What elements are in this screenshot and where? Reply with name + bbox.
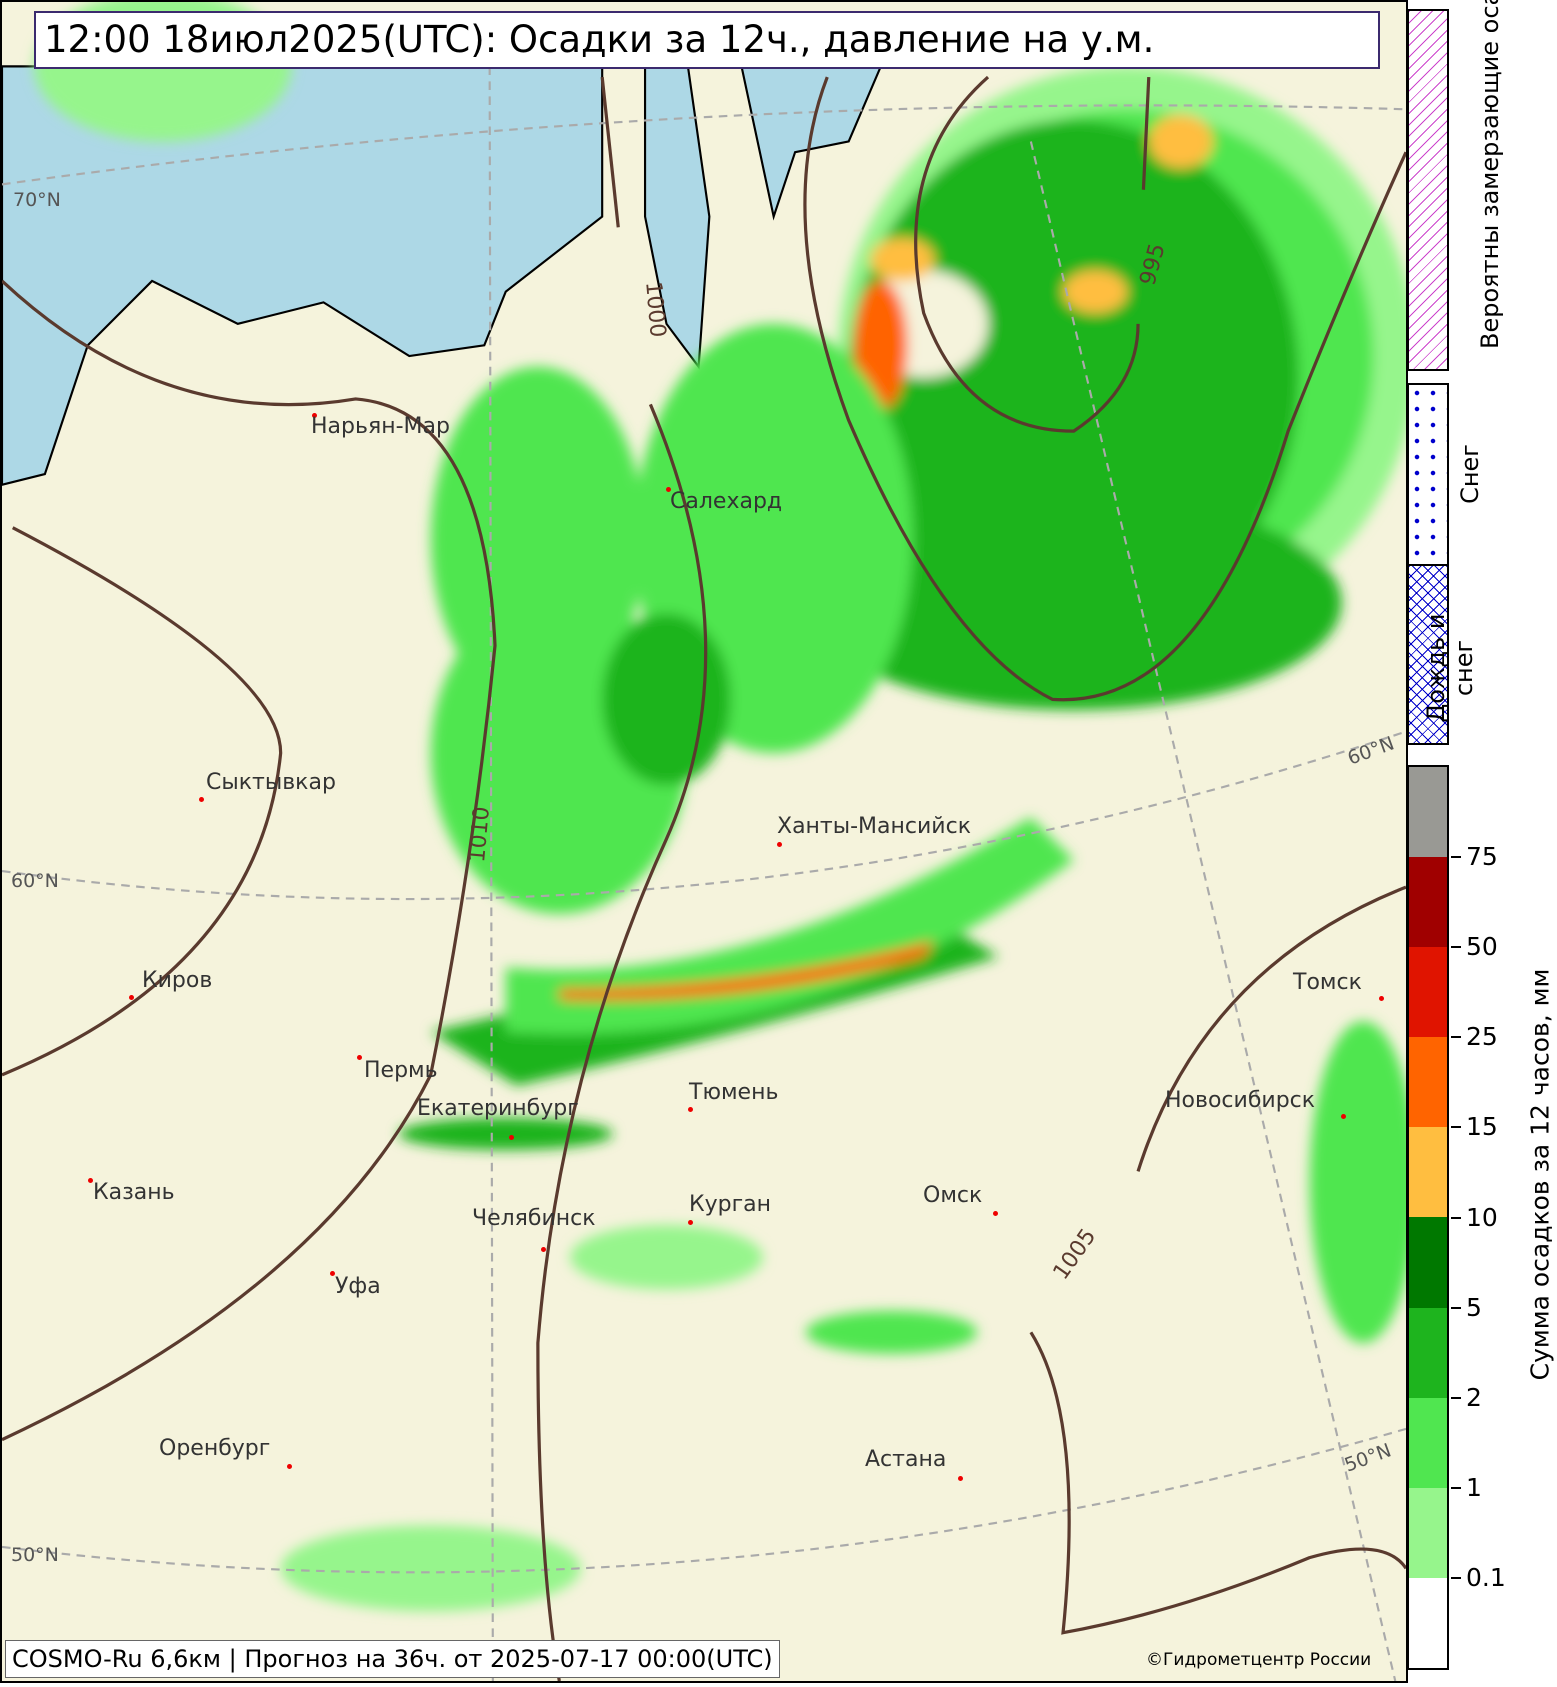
colorbar-tick-label: 1 — [1466, 1472, 1482, 1502]
colorbar-tick-label: 50 — [1466, 932, 1498, 962]
city-label: Тюмень — [689, 1080, 779, 1105]
colorbar-tick — [1451, 1306, 1461, 1309]
city-label: Новосибирск — [1165, 1088, 1316, 1113]
city-label: Казань — [93, 1180, 175, 1205]
latitude-label: 50°N — [11, 1544, 59, 1566]
legend-freezing-swatch — [1407, 9, 1449, 371]
forecast-info: COSMO-Ru 6,6км | Прогноз на 36ч. от 2025… — [5, 1640, 780, 1678]
sea-area — [2, 65, 604, 486]
city-label: Челябинск — [472, 1206, 596, 1231]
map-title: 12:00 18июл2025(UTC): Осадки за 12ч., да… — [34, 11, 1380, 69]
city-marker — [287, 1464, 292, 1469]
colorbar-tick-label: 0.1 — [1466, 1562, 1506, 1592]
colorbar-segment — [1409, 947, 1447, 1038]
colorbar-segment — [1409, 1037, 1447, 1128]
colorbar-segment — [1409, 1127, 1447, 1218]
city-marker — [88, 1178, 93, 1183]
city-marker — [312, 413, 317, 418]
isobars — [2, 75, 1406, 1681]
precipitation-colorbar — [1407, 765, 1449, 1670]
colorbar-tick — [1451, 856, 1461, 859]
colorbar-tick — [1451, 1036, 1461, 1039]
colorbar-tick — [1451, 1126, 1461, 1129]
latitude-label: 70°N — [13, 189, 61, 211]
colorbar-segment — [1409, 1487, 1447, 1578]
colorbar-tick — [1451, 946, 1461, 949]
legend-snow-swatch — [1407, 383, 1449, 565]
city-label: Астана — [865, 1447, 947, 1472]
city-marker — [688, 1220, 693, 1225]
city-label: Сыктывкар — [206, 770, 336, 795]
city-label: Томск — [1293, 970, 1362, 995]
city-marker — [199, 797, 204, 802]
colorbar-tick — [1451, 1216, 1461, 1219]
city-label: Пермь — [364, 1058, 438, 1083]
colorbar-tick — [1451, 1486, 1461, 1489]
city-label: Уфа — [335, 1274, 381, 1299]
city-label: Салехард — [670, 489, 783, 514]
city-marker — [330, 1271, 335, 1276]
legend-snow-label: Снег — [1456, 444, 1484, 504]
city-marker — [993, 1211, 998, 1216]
isobar-label: 1000 — [640, 280, 670, 339]
colorbar-tick-label: 5 — [1466, 1292, 1482, 1322]
legend-rain-snow-label: Дождь и снег — [1422, 613, 1478, 723]
colorbar-title: Сумма осадков за 12 часов, мм — [1525, 968, 1555, 1381]
city-marker — [958, 1476, 963, 1481]
colorbar-tick — [1451, 1576, 1461, 1579]
precipitation-map: 12:00 18июл2025(UTC): Осадки за 12ч., да… — [0, 0, 1408, 1683]
city-label: Омск — [923, 1183, 983, 1208]
city-marker — [1379, 996, 1384, 1001]
latitude-label: 60°N — [11, 870, 59, 892]
city-marker — [777, 842, 782, 847]
city-label: Нарьян-Мар — [311, 414, 450, 439]
colorbar-tick-label: 15 — [1466, 1112, 1498, 1142]
colorbar-tick — [1451, 1396, 1461, 1399]
colorbar-segment — [1409, 767, 1447, 858]
colorbar-tick-label: 75 — [1466, 842, 1498, 872]
graticule — [2, 66, 1406, 1681]
copyright: ©Гидрометцентр России — [1146, 1650, 1372, 1670]
precipitation-field — [34, 2, 1406, 1612]
colorbar-segment — [1409, 1217, 1447, 1308]
city-label: Ханты-Мансийск — [777, 814, 971, 839]
city-label: Курган — [689, 1192, 772, 1217]
colorbar-tick-label: 2 — [1466, 1382, 1482, 1412]
colorbar-segment — [1409, 1577, 1447, 1668]
city-label: Екатеринбург — [417, 1096, 579, 1121]
colorbar-segment — [1409, 1397, 1447, 1488]
city-marker — [357, 1055, 362, 1060]
city-marker — [1341, 1114, 1346, 1119]
colorbar-tick-label: 10 — [1466, 1202, 1498, 1232]
legend-rain-snow-swatch — [1407, 564, 1449, 745]
isobar-label: 1010 — [465, 805, 495, 864]
city-label: Оренбург — [159, 1436, 271, 1461]
map-canvas — [2, 2, 1406, 1681]
city-marker — [509, 1135, 514, 1140]
city-marker — [688, 1107, 693, 1112]
legend-freezing-label: Вероятны замерзающие осадки — [1476, 0, 1504, 349]
colorbar-tick-label: 25 — [1466, 1022, 1498, 1052]
colorbar-segment — [1409, 1307, 1447, 1398]
city-marker — [541, 1247, 546, 1252]
city-marker — [129, 995, 134, 1000]
city-marker — [666, 487, 671, 492]
city-label: Киров — [142, 968, 213, 993]
colorbar-segment — [1409, 857, 1447, 948]
